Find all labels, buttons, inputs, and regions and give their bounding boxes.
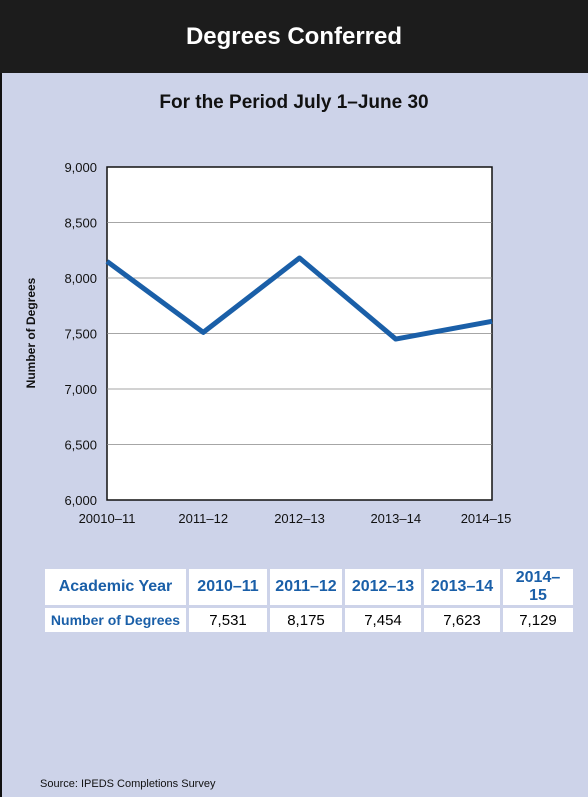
- line-chart: 6,000 6,500 7,000 7,500 8,000 8,500 9,000 2001…: [24, 160, 512, 526]
- source-note: Source: IPEDS Completions Survey: [40, 778, 216, 790]
- page-title: Degrees Conferred: [0, 0, 588, 73]
- x-tick-label: 2012–13: [274, 511, 325, 526]
- y-tick-label: 8,000: [64, 271, 97, 286]
- table-row-label: Number of Degrees: [45, 608, 186, 632]
- table-year-cell: 2011–12: [270, 569, 342, 605]
- y-tick-label: 6,000: [64, 493, 97, 508]
- table-row: Academic Year 2010–11 2011–12 2012–13 20…: [45, 569, 573, 605]
- table-count-cell: 7,531: [189, 608, 267, 632]
- table-count-cell: 8,175: [270, 608, 342, 632]
- x-tick-label: 2011–12: [178, 511, 228, 526]
- y-tick-label: 9,000: [64, 160, 97, 175]
- table-year-cell: 2014–15: [503, 569, 573, 605]
- y-axis-label: Number of Degrees: [24, 277, 38, 388]
- x-tick-label: 2014–15: [461, 511, 512, 526]
- x-tick-label: 20010–11: [79, 511, 136, 526]
- y-tick-labels: 6,000 6,500 7,000 7,500 8,000 8,500 9,000: [64, 160, 97, 508]
- table-count-cell: 7,623: [424, 608, 500, 632]
- y-tick-label: 8,500: [64, 216, 97, 231]
- chart-subtitle: For the Period July 1–June 30: [159, 92, 429, 113]
- table-count-cell: 7,129: [503, 608, 573, 632]
- table-count-cell: 7,454: [345, 608, 421, 632]
- table-row: Number of Degrees 7,531 8,175 7,454 7,62…: [45, 608, 573, 632]
- degrees-table: Academic Year 2010–11 2011–12 2012–13 20…: [42, 566, 576, 635]
- table-year-cell: 2012–13: [345, 569, 421, 605]
- y-tick-label: 7,000: [64, 382, 97, 397]
- table-year-cell: 2013–14: [424, 569, 500, 605]
- table-header-label: Academic Year: [45, 569, 186, 605]
- y-tick-label: 7,500: [64, 327, 97, 342]
- y-tick-label: 6,500: [64, 438, 97, 453]
- x-tick-label: 2013–14: [370, 511, 421, 526]
- series-line: [105, 255, 493, 342]
- x-tick-labels: 20010–11 2011–12 2012–13 2013–14 2014–15: [79, 511, 512, 526]
- table-year-cell: 2010–11: [189, 569, 267, 605]
